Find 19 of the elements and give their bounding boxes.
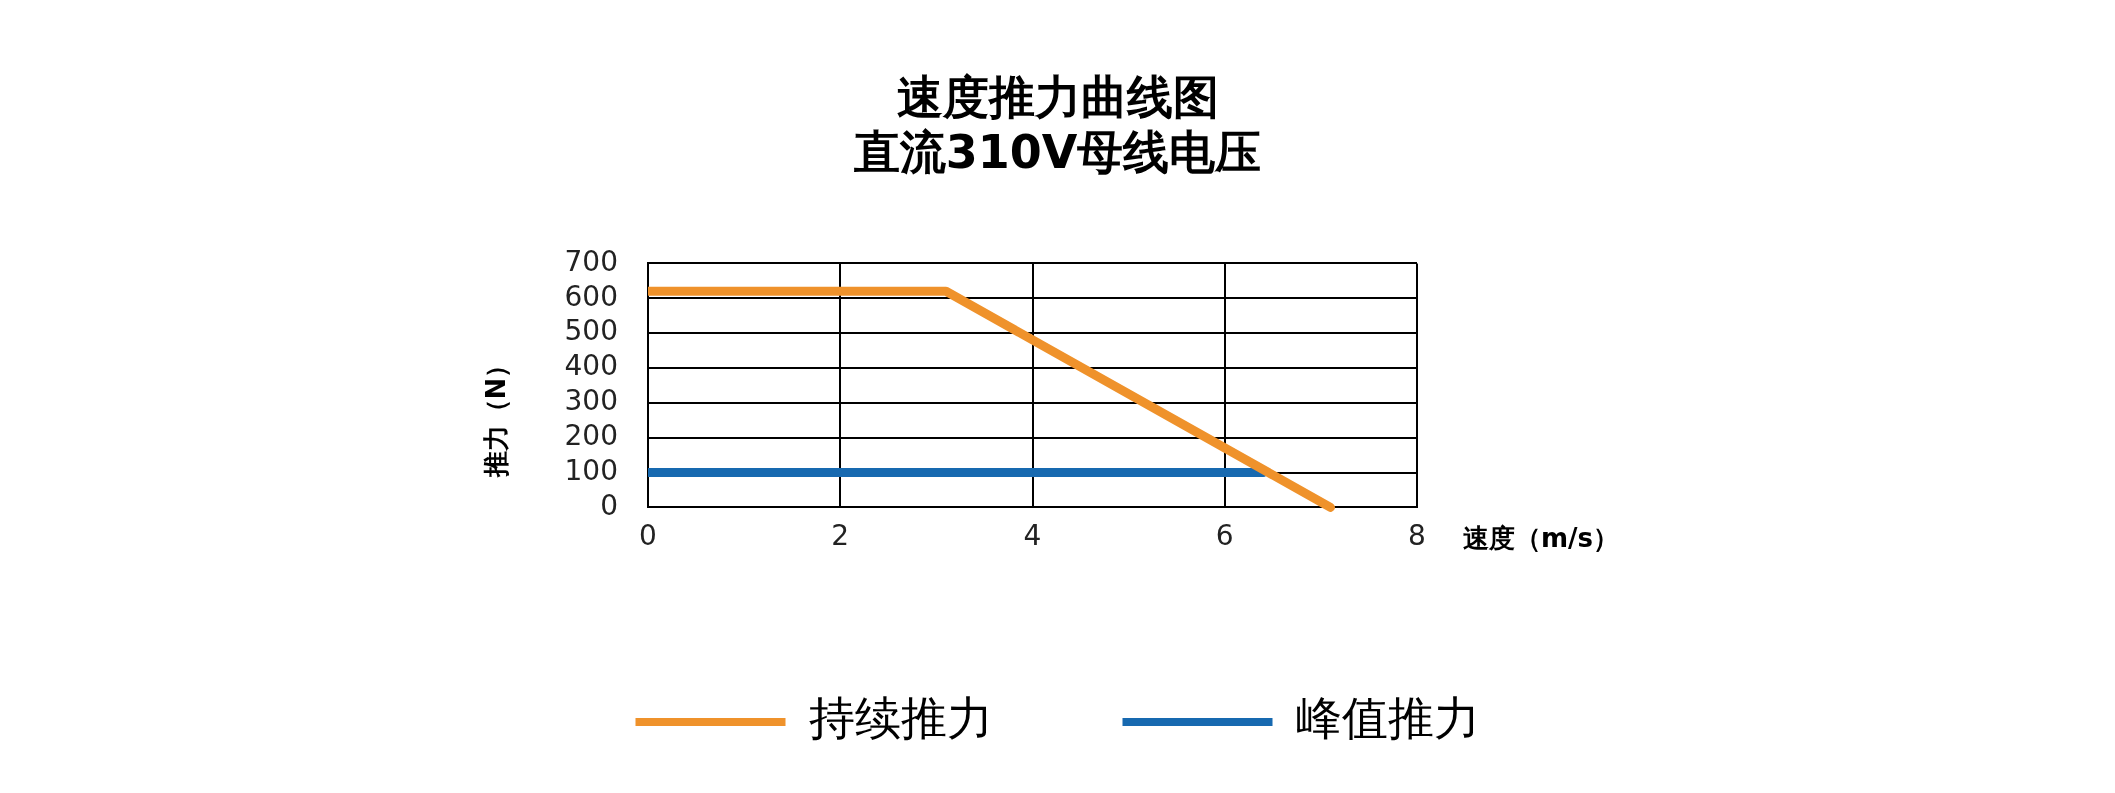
y-tick-label: 100 bbox=[564, 453, 618, 487]
x-axis-title: 速度（m/s） bbox=[1463, 523, 1620, 554]
y-axis-title: 推力（N） bbox=[480, 351, 511, 479]
y-tick-label: 600 bbox=[564, 279, 618, 313]
x-tick-label: 0 bbox=[639, 519, 657, 553]
x-tick-label: 4 bbox=[1023, 519, 1042, 553]
y-tick-label: 200 bbox=[564, 418, 618, 452]
x-tick-label: 6 bbox=[1215, 519, 1234, 553]
legend-label: 峰值推力 bbox=[1295, 690, 1480, 745]
y-tick-label: 700 bbox=[564, 244, 618, 278]
chart-subtitle: 直流310V母线电压 bbox=[852, 124, 1262, 179]
legend-label: 持续推力 bbox=[808, 690, 993, 745]
x-tick-label: 8 bbox=[1408, 519, 1426, 553]
y-tick-label: 500 bbox=[564, 314, 618, 348]
x-tick-label: 2 bbox=[831, 519, 850, 553]
y-tick-label: 400 bbox=[564, 349, 618, 383]
y-tick-label: 300 bbox=[564, 384, 618, 418]
y-tick-label: 0 bbox=[600, 488, 618, 522]
chart-title: 速度推力曲线图 bbox=[896, 69, 1219, 124]
